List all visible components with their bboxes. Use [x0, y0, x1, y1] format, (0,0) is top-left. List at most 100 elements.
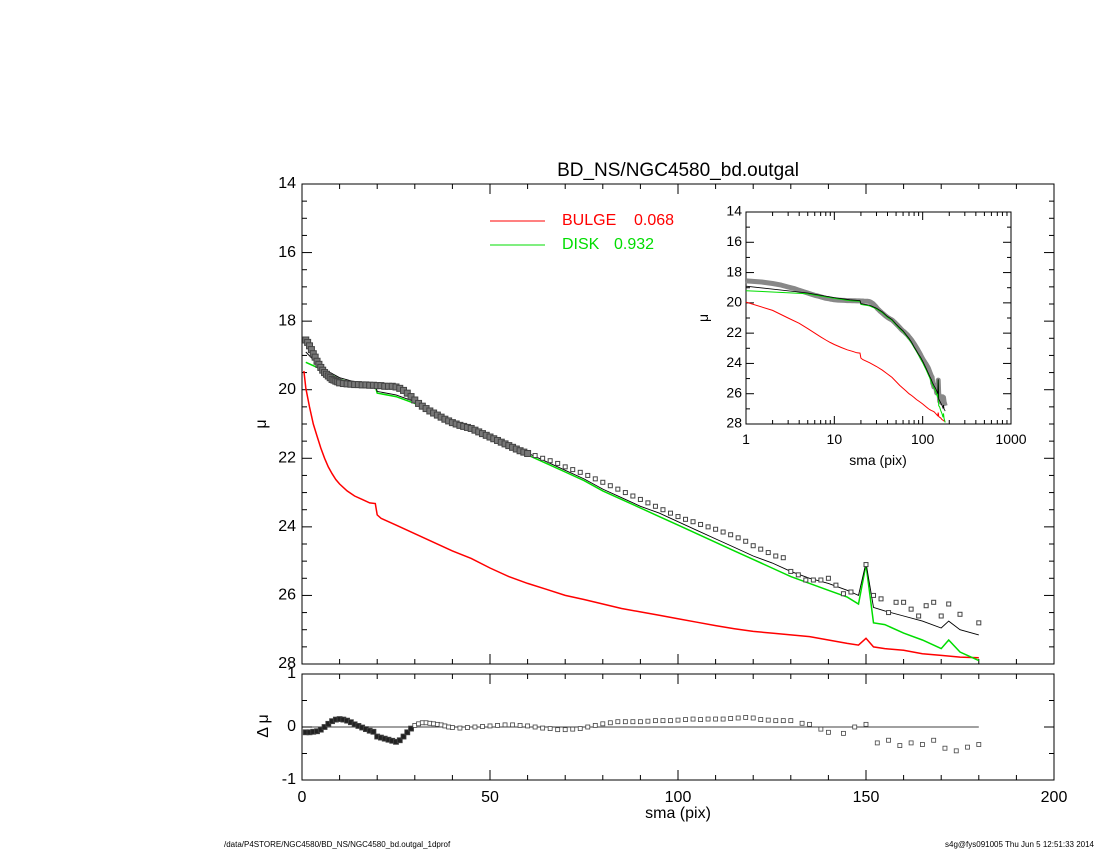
residual-y-tick-label: 1 — [287, 665, 296, 682]
observed-point — [803, 577, 809, 583]
observed-point — [780, 555, 786, 561]
observed-point — [562, 464, 568, 470]
observed-point — [660, 507, 666, 513]
main-y-tick-label: 24 — [278, 518, 296, 535]
inset-x-tick-label: 1 — [742, 431, 750, 447]
observed-point — [547, 458, 553, 464]
residual-point — [765, 717, 771, 723]
residual-point — [480, 724, 485, 729]
residual-point — [577, 726, 583, 731]
main-y-tick-label: 18 — [278, 312, 296, 329]
inset-y-tick-label: 14 — [726, 203, 742, 219]
observed-point — [848, 589, 854, 595]
observed-point — [886, 610, 892, 616]
inset-series-group — [745, 278, 948, 423]
residual-y-tick-label: -1 — [282, 771, 296, 788]
residual-point — [750, 715, 756, 721]
observed-point — [818, 577, 824, 583]
observed-point — [901, 599, 907, 605]
main-y-tick-label: 14 — [278, 175, 296, 192]
inset-plot-frame — [745, 211, 1012, 425]
residual-point — [570, 726, 576, 732]
observed-point — [720, 529, 726, 535]
observed-point — [630, 493, 636, 499]
x-tick-label: 100 — [665, 789, 692, 806]
observed-point — [524, 449, 532, 457]
observed-point — [863, 562, 869, 568]
residual-point — [788, 718, 794, 724]
inset-bulge-line — [745, 301, 946, 422]
residual-point — [510, 722, 515, 728]
main-y-tick-label: 16 — [278, 244, 296, 261]
observed-point — [652, 503, 658, 509]
residual-point — [780, 718, 786, 724]
observed-point — [555, 460, 561, 466]
inset-y-tick-label: 22 — [726, 324, 742, 340]
main-y-axis-label: μ — [253, 419, 270, 428]
footer-timestamp: s4g@fys091005 Thu Jun 5 12:51:33 2014 — [945, 840, 1094, 849]
residual-point — [799, 720, 805, 726]
observed-point — [600, 479, 606, 485]
observed-point — [728, 532, 734, 538]
observed-point — [825, 575, 831, 581]
legend-label-bulge: BULGE — [562, 212, 616, 229]
observed-point — [765, 550, 771, 556]
inset-x-ticks: 1 10 100 1000 — [742, 212, 1027, 447]
observed-point — [622, 490, 628, 496]
inset-x-tick-label: 1000 — [995, 431, 1026, 447]
residual-point — [562, 727, 568, 733]
observed-point — [615, 486, 621, 492]
observed-point — [592, 476, 598, 482]
inset-x-tick-label: 10 — [827, 431, 843, 447]
residual-point — [953, 748, 959, 754]
residual-y-tick-label: 0 — [287, 718, 296, 735]
main-disk-line — [305, 361, 980, 662]
residual-point — [532, 724, 538, 730]
residual-point — [555, 727, 561, 733]
residual-point — [517, 723, 523, 728]
residual-point — [404, 729, 411, 736]
main-y-ticks: 14 16 18 20 22 24 26 28 — [278, 175, 1054, 672]
main-y-tick-label: 26 — [278, 587, 296, 604]
main-y-tick-label: 28 — [278, 655, 296, 672]
residual-point — [585, 724, 591, 730]
observed-point — [893, 599, 899, 605]
main-y-tick-label: 20 — [278, 381, 296, 398]
residual-point — [638, 719, 643, 725]
residual-point — [698, 717, 703, 722]
observed-point — [570, 467, 576, 473]
observed-point — [675, 514, 681, 520]
observed-point — [698, 521, 704, 527]
legend: BULGE 0.068 DISK 0.932 — [490, 212, 674, 253]
residual-y-axis-label: Δ μ — [255, 714, 272, 737]
observed-point — [840, 591, 846, 597]
residual-point — [826, 729, 831, 735]
residual-point — [942, 745, 948, 751]
inset-y-tick-label: 18 — [726, 263, 742, 279]
residual-point — [540, 725, 546, 731]
observed-point — [705, 524, 711, 530]
inset-y-tick-label: 24 — [726, 354, 742, 370]
residual-point — [705, 716, 711, 722]
inset-y-axis-label: μ — [695, 314, 711, 322]
main-observed-points — [302, 336, 982, 626]
x-tick-label: 200 — [1041, 789, 1068, 806]
residual-point — [622, 719, 628, 725]
residual-point — [758, 717, 764, 722]
inset-y-tick-label: 26 — [726, 384, 742, 400]
residual-point — [908, 740, 914, 746]
residual-point — [920, 742, 925, 747]
residual-point — [607, 720, 613, 726]
residual-point — [525, 723, 530, 729]
observed-point — [667, 510, 673, 516]
residual-point — [965, 744, 970, 750]
residual-point — [653, 718, 658, 724]
chart-title: BD_NS/NGC4580_bd.outgal — [557, 160, 799, 181]
observed-point — [871, 592, 877, 598]
observed-point — [585, 472, 591, 478]
observed-point — [645, 500, 651, 506]
observed-point — [976, 620, 982, 626]
residual-point — [852, 724, 858, 730]
residual-y-ticks: -1 0 1 — [282, 665, 1054, 788]
residual-point — [600, 721, 606, 727]
